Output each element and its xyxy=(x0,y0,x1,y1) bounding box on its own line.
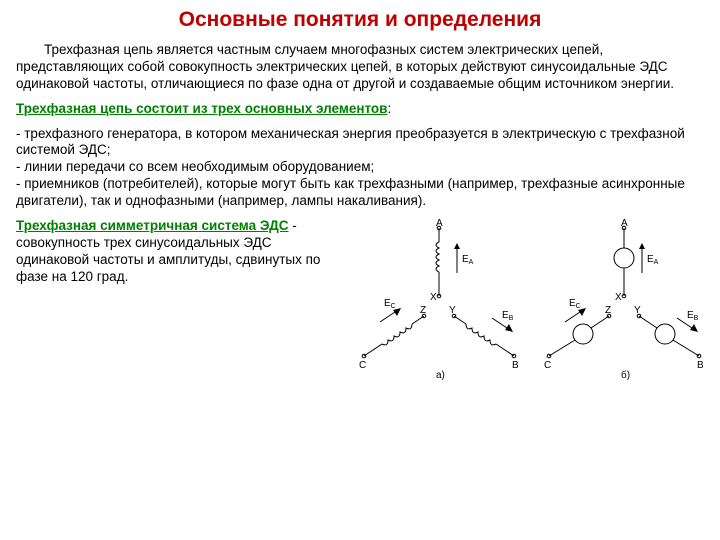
label-B2: B xyxy=(697,360,704,371)
label-EB: EB xyxy=(502,310,514,322)
label-B: B xyxy=(512,360,519,371)
label-EA2: EA xyxy=(647,254,659,266)
label-EC2: EC xyxy=(569,298,581,310)
components-colon: : xyxy=(387,101,391,116)
label-Y2: Y xyxy=(634,305,641,316)
label-b: б) xyxy=(621,369,630,381)
circuit-diagram: A X EA Y B EB xyxy=(344,218,704,398)
label-X2: X xyxy=(615,292,622,303)
label-Y: Y xyxy=(449,305,456,316)
components-item-0: - трехфазного генератора, в котором меха… xyxy=(16,126,704,160)
intro-paragraph: Трехфазная цепь является частным случаем… xyxy=(16,42,704,93)
label-a: а) xyxy=(436,370,445,381)
components-item-2: - приемников (потребителей), которые мог… xyxy=(16,176,704,210)
label-A: A xyxy=(436,218,443,229)
components-block: Трехфазная цепь состоит из трех основных… xyxy=(16,101,704,210)
label-C: C xyxy=(359,360,366,371)
label-X: X xyxy=(430,292,437,303)
label-EC: EC xyxy=(384,298,396,310)
label-A2: A xyxy=(621,218,628,229)
components-line: Трехфазная цепь состоит из трех основных… xyxy=(16,101,704,118)
emf-heading: Трехфазная симметричная система ЭДС xyxy=(16,218,288,233)
label-Z2: Z xyxy=(605,305,611,316)
label-C2: C xyxy=(544,360,551,371)
components-item-1: - линии передачи со всем необходимым обо… xyxy=(16,159,704,176)
label-EB2: EB xyxy=(687,310,699,322)
label-EA: EA xyxy=(462,254,474,266)
bottom-row: Трехфазная симметричная система ЭДС - со… xyxy=(16,218,704,398)
emf-block: Трехфазная симметричная система ЭДС - со… xyxy=(16,218,344,286)
components-heading: Трехфазная цепь состоит из трех основных… xyxy=(16,101,387,116)
label-Z: Z xyxy=(420,305,426,316)
diagram-area: A X EA Y B EB xyxy=(344,218,704,398)
title-text: Основные понятия и определения xyxy=(179,8,542,31)
page-title: Основные понятия и определения xyxy=(16,8,704,32)
